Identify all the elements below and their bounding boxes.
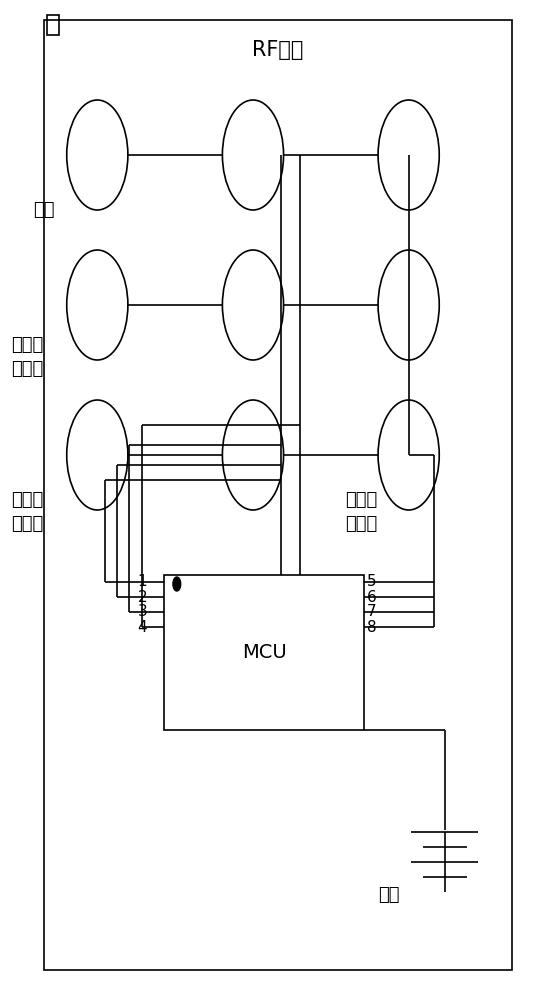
Circle shape: [378, 400, 439, 510]
Text: 自动配
对按键: 自动配 对按键: [11, 491, 43, 533]
Circle shape: [222, 250, 284, 360]
Circle shape: [222, 400, 284, 510]
Circle shape: [222, 100, 284, 210]
Text: 3: 3: [137, 604, 147, 619]
Circle shape: [378, 250, 439, 360]
Text: MCU: MCU: [242, 643, 286, 662]
Text: 手动配
对按键: 手动配 对按键: [11, 336, 43, 378]
Text: 7: 7: [367, 604, 376, 619]
Text: 5: 5: [367, 574, 376, 589]
Circle shape: [67, 400, 128, 510]
Text: 按键: 按键: [33, 201, 55, 219]
Text: 1: 1: [138, 574, 147, 589]
Text: RF天线: RF天线: [252, 40, 304, 60]
Text: 8: 8: [367, 619, 376, 635]
Bar: [44, 20, 512, 970]
Text: 6: 6: [367, 589, 377, 604]
Text: 自动配
对按键: 自动配 对按键: [345, 491, 377, 533]
Text: 电池: 电池: [378, 886, 400, 904]
Text: 4: 4: [138, 619, 147, 635]
Circle shape: [173, 577, 181, 591]
Bar: [164, 575, 364, 730]
Text: 2: 2: [138, 589, 147, 604]
Circle shape: [67, 250, 128, 360]
Circle shape: [378, 100, 439, 210]
Circle shape: [67, 100, 128, 210]
Bar: [47, 15, 59, 35]
